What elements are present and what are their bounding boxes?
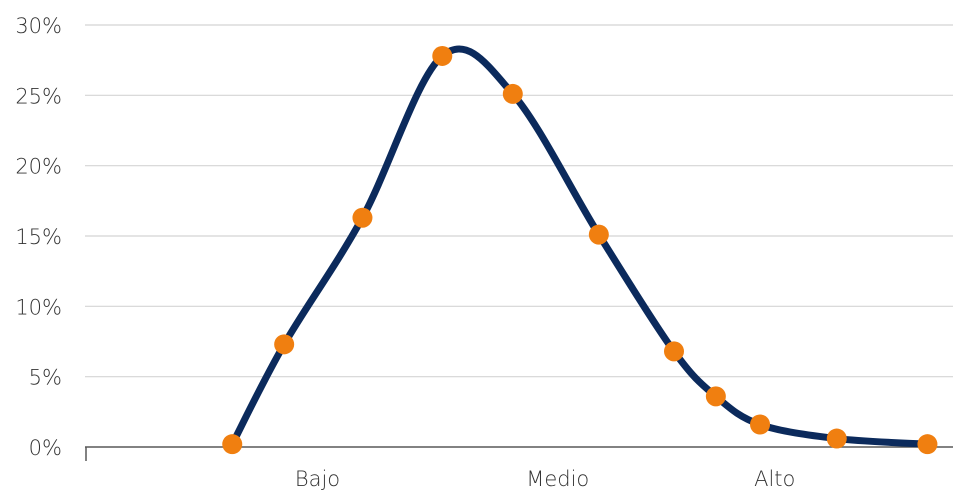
x-tick-label: Alto: [754, 467, 795, 491]
gridlines: [85, 24, 953, 378]
x-axis-tick-labels: Bajo Medio Alto: [295, 467, 796, 491]
data-point: [222, 434, 243, 455]
x-tick-label: Medio: [526, 467, 589, 491]
y-axis-tick-labels: 0% 5% 10% 15% 20% 25% 30%: [15, 14, 62, 460]
y-tick-label: 0%: [29, 436, 62, 460]
data-point: [432, 45, 453, 66]
y-tick-label: 10%: [15, 295, 62, 319]
x-tick-label: Bajo: [295, 467, 340, 491]
x-axis: [85, 446, 953, 461]
data-point: [664, 341, 684, 362]
y-tick-label: 20%: [15, 155, 62, 179]
data-point: [502, 83, 523, 104]
data-point: [588, 224, 609, 245]
series-group: [222, 45, 938, 455]
data-point: [352, 207, 373, 228]
data-point: [705, 386, 726, 407]
data-point: [274, 334, 295, 355]
data-point: [826, 428, 847, 449]
y-tick-label: 25%: [15, 84, 62, 108]
series-line: [228, 45, 931, 448]
data-point: [750, 414, 771, 435]
y-tick-label: 15%: [15, 225, 62, 249]
y-tick-label: 30%: [15, 14, 62, 38]
data-point: [917, 434, 938, 455]
y-tick-label: 5%: [29, 366, 62, 390]
